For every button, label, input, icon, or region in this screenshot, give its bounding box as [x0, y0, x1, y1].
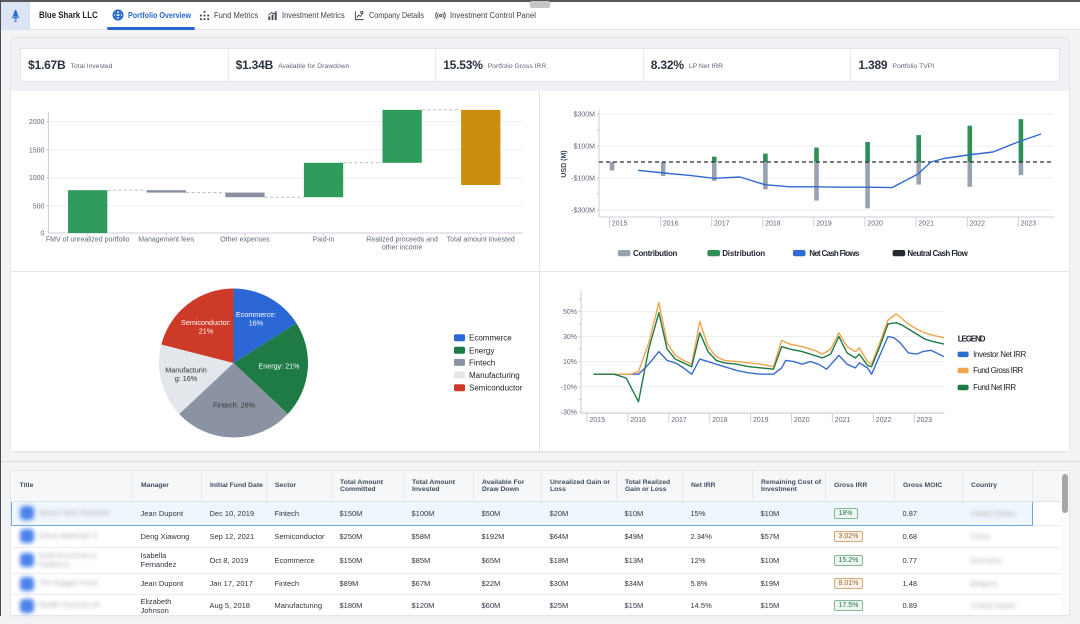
svg-text:Energy: Energy — [469, 346, 494, 355]
svg-text:Ecommerce:: Ecommerce: — [236, 310, 276, 319]
svg-text:2021: 2021 — [918, 221, 934, 228]
svg-text:Investor Net IRR: Investor Net IRR — [973, 350, 1026, 359]
svg-text:2022: 2022 — [970, 221, 986, 228]
svg-text:21%: 21% — [199, 327, 214, 336]
svg-text:g: 16%: g: 16% — [175, 374, 198, 383]
svg-text:Fintech: Fintech — [469, 358, 495, 367]
svg-text:-$100M: -$100M — [571, 175, 595, 182]
svg-text:Realized proceeds and: Realized proceeds and — [366, 237, 438, 244]
svg-text:-30%: -30% — [561, 409, 577, 416]
svg-text:Neutral Cash Flow: Neutral Cash Flow — [907, 249, 968, 258]
svg-text:2020: 2020 — [794, 417, 810, 424]
svg-text:2023: 2023 — [1021, 221, 1037, 228]
svg-text:other income: other income — [382, 245, 423, 252]
svg-text:1000: 1000 — [29, 175, 45, 182]
svg-text:2017: 2017 — [671, 417, 687, 424]
svg-text:2000: 2000 — [29, 119, 45, 126]
svg-text:Semiconductor: Semiconductor — [469, 384, 523, 393]
svg-text:2019: 2019 — [753, 417, 769, 424]
svg-text:50%: 50% — [563, 309, 577, 316]
svg-text:2022: 2022 — [876, 417, 892, 424]
svg-text:2016: 2016 — [630, 417, 646, 424]
svg-text:Contribution: Contribution — [633, 249, 678, 258]
svg-text:30%: 30% — [563, 334, 577, 341]
svg-text:FMV of unrealized portfolio: FMV of unrealized portfolio — [46, 237, 130, 244]
svg-text:2018: 2018 — [712, 417, 728, 424]
svg-text:0: 0 — [40, 231, 44, 238]
svg-text:$100M: $100M — [574, 144, 596, 151]
svg-text:Fund Gross IRR: Fund Gross IRR — [973, 366, 1023, 375]
svg-text:Manufacturin: Manufacturin — [165, 366, 207, 375]
svg-text:USD (M): USD (M) — [561, 150, 568, 177]
svg-text:Energy: 21%: Energy: 21% — [258, 362, 300, 371]
svg-text:1500: 1500 — [29, 147, 45, 154]
svg-text:2015: 2015 — [589, 417, 605, 424]
svg-text:Management fees: Management fees — [138, 237, 195, 244]
svg-text:Fintech: 26%: Fintech: 26% — [213, 401, 256, 410]
svg-text:2019: 2019 — [816, 221, 832, 228]
svg-text:2016: 2016 — [663, 221, 679, 228]
svg-text:Paid-in: Paid-in — [313, 237, 335, 244]
svg-text:LEGEND: LEGEND — [958, 335, 986, 344]
svg-text:2023: 2023 — [917, 417, 933, 424]
svg-text:Distribution: Distribution — [722, 249, 765, 258]
svg-text:Semiconductor:: Semiconductor: — [181, 318, 231, 327]
svg-text:Other expenses: Other expenses — [220, 237, 270, 244]
svg-text:Fund Net IRR: Fund Net IRR — [973, 383, 1016, 392]
svg-text:500: 500 — [33, 203, 45, 210]
svg-text:Net Cash Flows: Net Cash Flows — [809, 249, 860, 258]
svg-text:10%: 10% — [563, 359, 577, 366]
svg-text:Ecommerce: Ecommerce — [469, 334, 512, 343]
svg-text:-10%: -10% — [561, 384, 577, 391]
svg-text:2018: 2018 — [765, 221, 781, 228]
svg-text:2021: 2021 — [835, 417, 851, 424]
svg-text:-$300M: -$300M — [571, 207, 595, 214]
svg-text:2015: 2015 — [612, 221, 628, 228]
svg-text:$300M: $300M — [574, 112, 596, 119]
svg-text:2017: 2017 — [714, 221, 730, 228]
svg-text:Manufacturing: Manufacturing — [469, 371, 520, 380]
svg-text:16%: 16% — [249, 319, 264, 328]
svg-text:Total amount invested: Total amount invested — [447, 237, 515, 244]
svg-text:2020: 2020 — [867, 221, 883, 228]
